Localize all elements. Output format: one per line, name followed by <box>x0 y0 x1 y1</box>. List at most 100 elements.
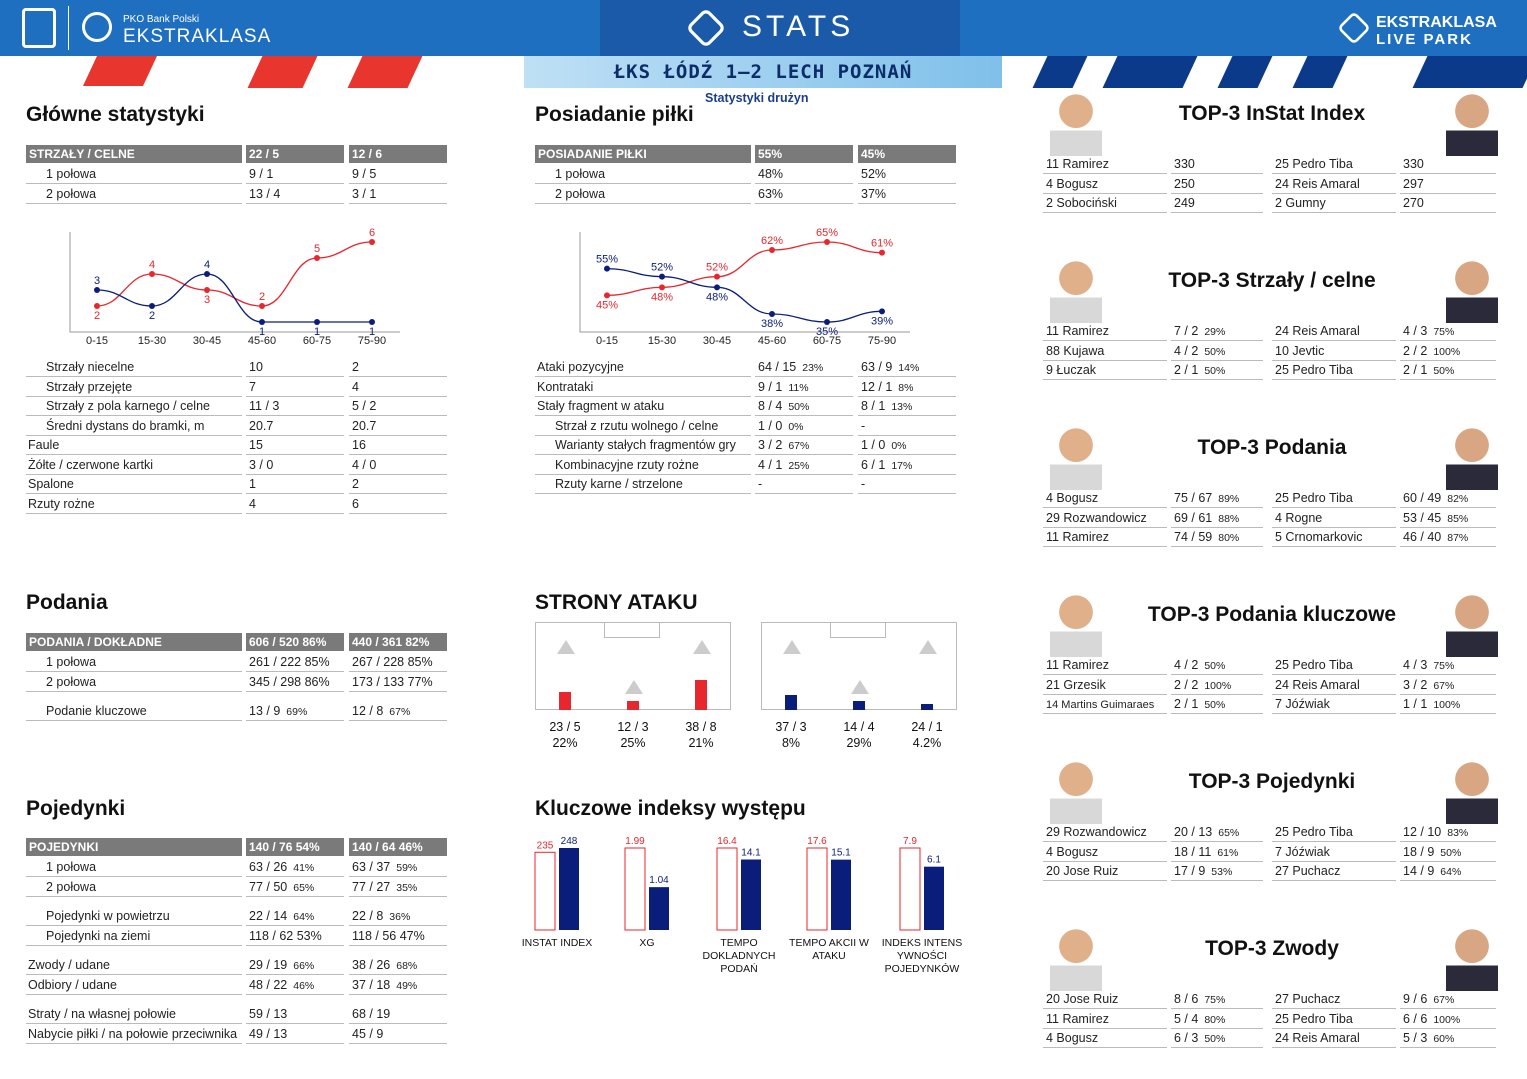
row-away-pct: 14% <box>898 362 920 374</box>
player-pct: 87% <box>1447 532 1469 544</box>
table-header-home: 606 / 520 86% <box>246 633 344 651</box>
player-name: 25 Pedro Tiba <box>1272 489 1396 508</box>
player-name: 11 Ramirez <box>1043 322 1167 341</box>
row-label: Podanie kluczowe <box>26 702 242 721</box>
row-away-value: 63 / 9 14% <box>858 358 956 377</box>
player-value: 4 / 2 50% <box>1171 656 1263 675</box>
row-home-value: 1 / 0 0% <box>755 417 853 436</box>
row-label: Nabycie piłki / na połowie przeciwnika <box>26 1025 242 1044</box>
x-tick-label: 0-15 <box>86 335 108 347</box>
row-label: Kontrataki <box>535 378 751 397</box>
data-point <box>204 287 210 293</box>
possession-title: Posiadanie piłki <box>535 103 694 126</box>
row-label: Średni dystans do bramki, m <box>26 417 242 436</box>
player-value: 18 / 11 61% <box>1171 843 1263 862</box>
player-name: 24 Reis Amaral <box>1272 175 1396 194</box>
player-value: 330 <box>1171 155 1263 174</box>
bar <box>831 859 851 930</box>
arrow-icon <box>557 640 575 654</box>
row-home-pct: 69% <box>286 706 308 718</box>
player-name: 25 Pedro Tiba <box>1272 1010 1396 1029</box>
attack-count: 38 / 8 <box>685 720 717 734</box>
row-away-pct: 59% <box>396 862 418 874</box>
top-banner: PKO Bank Polski EKSTRAKLASA STATS EKSTRA… <box>0 0 1527 56</box>
row-home-value: 59 / 13 <box>246 1005 344 1024</box>
player-photo-away <box>1446 593 1498 657</box>
row-away-value: 12 / 8 67% <box>349 702 447 721</box>
attack-bar <box>695 680 707 710</box>
row-label: Warianty stałych fragmentów gry <box>535 436 751 455</box>
player-value: 20 / 13 65% <box>1171 823 1263 842</box>
bar <box>624 847 646 931</box>
player-photo-home <box>1050 259 1102 323</box>
attack-count: 12 / 3 <box>617 720 649 734</box>
player-value: 6 / 3 50% <box>1171 1029 1263 1048</box>
row-away-pct: 17% <box>891 459 913 472</box>
data-point <box>659 273 665 280</box>
league-name: EKSTRAKLASA <box>123 26 272 47</box>
series-line <box>96 273 372 323</box>
top3-title: TOP-3 Pojedynki <box>1188 770 1356 793</box>
player-name: 27 Puchacz <box>1272 862 1396 881</box>
player-value: 249 <box>1171 194 1263 213</box>
attack-pct: 22% <box>552 736 578 750</box>
row-home-value: 9 / 1 11% <box>755 378 853 397</box>
attack-pct: 25% <box>620 736 646 750</box>
row-home-value: 49 / 13 <box>246 1025 344 1044</box>
player-photo-away <box>1446 927 1498 991</box>
row-home-value: 1 <box>246 475 344 494</box>
category-label: PODAŃ <box>720 962 757 975</box>
player-pct: 50% <box>1204 1033 1226 1045</box>
data-point <box>149 303 155 309</box>
row-label: 2 połowa <box>535 185 751 204</box>
player-name: 25 Pedro Tiba <box>1272 656 1396 675</box>
player-value: 7 / 2 29% <box>1171 322 1263 341</box>
bar <box>649 887 669 930</box>
row-away-value: - <box>858 417 956 436</box>
livepark-line2: LIVE PARK <box>1376 31 1473 48</box>
attack-bar <box>853 701 865 710</box>
row-away-value: 22 / 8 36% <box>349 907 447 926</box>
row-home-pct: 23% <box>802 362 824 374</box>
player-pct: 50% <box>1204 699 1226 711</box>
attack-bar <box>559 692 571 710</box>
row-away-value: 45 / 9 <box>349 1025 447 1044</box>
data-point <box>879 308 885 315</box>
row-home-value: 63 / 26 41% <box>246 858 344 877</box>
penalty-box <box>830 623 886 638</box>
team-stats-subtitle: Statystyki drużyn <box>705 91 809 105</box>
row-home-value: 3 / 0 <box>246 456 344 475</box>
player-pct: 80% <box>1204 1013 1226 1026</box>
data-label: 2 <box>149 310 155 322</box>
row-home-value: 64 / 15 23% <box>755 358 853 377</box>
row-label: Faule <box>26 436 242 455</box>
player-pct: 61% <box>1217 846 1239 859</box>
row-away-value: 16 <box>349 436 447 455</box>
player-pct: 80% <box>1218 532 1240 544</box>
data-point <box>769 311 775 317</box>
row-label: Kombinacyjne rzuty rożne <box>535 456 751 475</box>
player-value: 17 / 9 53% <box>1171 862 1263 881</box>
player-pct: 50% <box>1440 846 1462 859</box>
data-label: 62% <box>761 235 783 247</box>
data-point <box>604 292 610 299</box>
player-photo-home <box>1050 927 1102 991</box>
data-point <box>149 271 155 277</box>
player-pct: 88% <box>1218 512 1240 525</box>
x-tick-label: 15-30 <box>138 335 166 347</box>
category-label: ATAKU <box>812 950 845 962</box>
bar <box>741 859 761 930</box>
player-value: 46 / 40 87% <box>1400 528 1496 547</box>
player-pct: 50% <box>1204 365 1226 377</box>
ekstraklasa-logo-icon <box>82 12 112 42</box>
player-pct: 67% <box>1433 994 1455 1006</box>
row-home-pct: 65% <box>293 882 315 894</box>
arrow-icon <box>919 640 937 654</box>
row-away-pct: 49% <box>396 980 418 992</box>
player-photo-home <box>1050 760 1102 824</box>
player-pct: 65% <box>1218 827 1240 839</box>
player-name: 25 Pedro Tiba <box>1272 155 1396 174</box>
player-photo-home <box>1050 593 1102 657</box>
data-point <box>259 319 265 325</box>
player-value: 18 / 9 50% <box>1400 843 1496 862</box>
